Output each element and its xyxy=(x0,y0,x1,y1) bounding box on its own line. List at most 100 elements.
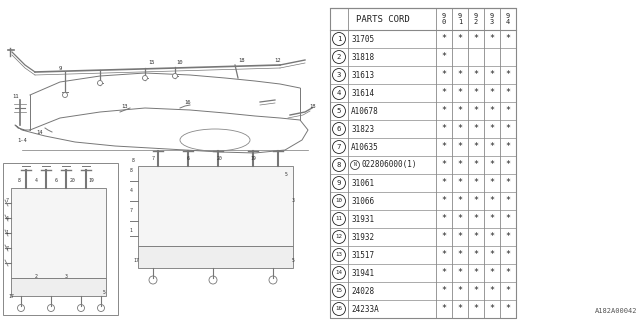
Text: 31517: 31517 xyxy=(351,251,374,260)
Text: 31941: 31941 xyxy=(351,268,374,277)
Text: A10678: A10678 xyxy=(351,107,379,116)
Bar xyxy=(138,166,293,246)
Text: *: * xyxy=(474,107,479,116)
Text: *: * xyxy=(490,142,495,151)
Text: 9
1: 9 1 xyxy=(458,13,462,25)
Text: 6: 6 xyxy=(54,178,58,182)
Text: 8: 8 xyxy=(129,169,132,173)
Text: 16: 16 xyxy=(335,307,342,311)
Circle shape xyxy=(63,92,67,98)
Text: 11: 11 xyxy=(13,93,19,99)
Text: 31705: 31705 xyxy=(351,35,374,44)
Text: 15: 15 xyxy=(148,60,156,66)
Text: *: * xyxy=(442,286,447,295)
Text: 13: 13 xyxy=(122,103,128,108)
Text: 19: 19 xyxy=(88,178,94,182)
Text: 17: 17 xyxy=(133,258,139,262)
Text: *: * xyxy=(442,251,447,260)
Text: 5: 5 xyxy=(102,291,106,295)
Text: 20: 20 xyxy=(70,178,76,182)
Text: *: * xyxy=(506,286,511,295)
Text: *: * xyxy=(442,196,447,205)
Text: *: * xyxy=(506,35,511,44)
Text: 2: 2 xyxy=(337,54,341,60)
Text: *: * xyxy=(458,286,463,295)
Text: *: * xyxy=(506,89,511,98)
Text: *: * xyxy=(458,142,463,151)
Text: 10: 10 xyxy=(177,60,183,66)
Text: *: * xyxy=(458,89,463,98)
Text: 6: 6 xyxy=(337,126,341,132)
Text: *: * xyxy=(474,89,479,98)
Text: 4: 4 xyxy=(35,178,37,182)
Text: *: * xyxy=(458,35,463,44)
Text: 9
4: 9 4 xyxy=(506,13,510,25)
Text: 14: 14 xyxy=(36,131,44,135)
Text: 6: 6 xyxy=(187,156,189,161)
Text: 31614: 31614 xyxy=(351,89,374,98)
Text: 8: 8 xyxy=(132,158,134,164)
Text: *: * xyxy=(506,70,511,79)
Text: *: * xyxy=(458,214,463,223)
Text: *: * xyxy=(506,214,511,223)
Text: *: * xyxy=(490,35,495,44)
Text: *: * xyxy=(474,70,479,79)
Bar xyxy=(330,8,516,318)
Text: *: * xyxy=(474,305,479,314)
Text: *: * xyxy=(442,305,447,314)
Text: *: * xyxy=(506,305,511,314)
Text: *: * xyxy=(474,286,479,295)
Text: 7: 7 xyxy=(129,209,132,213)
Text: *: * xyxy=(506,107,511,116)
Text: 12: 12 xyxy=(335,235,342,239)
Text: *: * xyxy=(458,124,463,133)
Text: 4: 4 xyxy=(129,188,132,194)
Text: *: * xyxy=(442,70,447,79)
Text: 18: 18 xyxy=(310,105,316,109)
Text: 31823: 31823 xyxy=(351,124,374,133)
Text: *: * xyxy=(474,179,479,188)
Text: *: * xyxy=(474,35,479,44)
Text: *: * xyxy=(506,196,511,205)
Text: *: * xyxy=(458,305,463,314)
Bar xyxy=(3,163,118,315)
Text: *: * xyxy=(442,268,447,277)
Text: *: * xyxy=(458,251,463,260)
Text: 18: 18 xyxy=(239,59,245,63)
Text: 9
3: 9 3 xyxy=(490,13,494,25)
Text: *: * xyxy=(458,196,463,205)
Text: 13: 13 xyxy=(335,252,342,258)
Text: 7: 7 xyxy=(152,156,154,161)
Text: 5: 5 xyxy=(337,108,341,114)
Text: 9: 9 xyxy=(337,180,341,186)
Text: 3: 3 xyxy=(65,274,67,278)
Text: A10635: A10635 xyxy=(351,142,379,151)
Text: 9: 9 xyxy=(58,66,61,70)
Text: 31932: 31932 xyxy=(351,233,374,242)
Text: *: * xyxy=(442,35,447,44)
Text: *: * xyxy=(442,233,447,242)
Text: 7: 7 xyxy=(337,144,341,150)
Text: *: * xyxy=(458,233,463,242)
Text: *: * xyxy=(442,161,447,170)
Text: 022806000(1): 022806000(1) xyxy=(361,161,417,170)
Bar xyxy=(11,278,106,296)
Text: 14: 14 xyxy=(335,270,342,276)
Text: 4: 4 xyxy=(6,215,8,220)
Text: *: * xyxy=(506,161,511,170)
Text: 7: 7 xyxy=(6,197,8,203)
Text: *: * xyxy=(490,286,495,295)
Text: 5: 5 xyxy=(292,258,294,262)
Text: 16: 16 xyxy=(185,100,191,105)
Text: *: * xyxy=(490,268,495,277)
Text: *: * xyxy=(490,305,495,314)
Text: 15: 15 xyxy=(335,289,342,293)
Text: *: * xyxy=(474,196,479,205)
Text: *: * xyxy=(442,89,447,98)
Text: *: * xyxy=(490,233,495,242)
Text: 9
0: 9 0 xyxy=(442,13,446,25)
Text: 1-4: 1-4 xyxy=(17,138,27,142)
Text: *: * xyxy=(458,268,463,277)
Text: *: * xyxy=(490,214,495,223)
Text: 17: 17 xyxy=(8,293,14,299)
